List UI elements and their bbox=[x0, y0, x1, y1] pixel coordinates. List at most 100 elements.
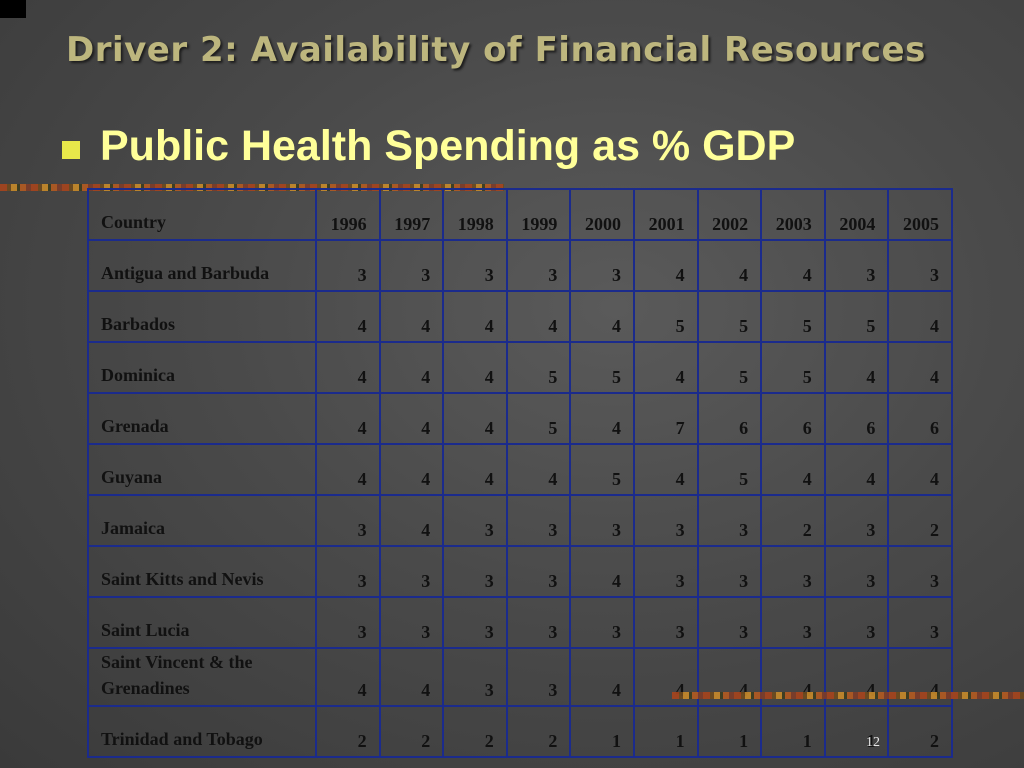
value-cell: 3 bbox=[569, 494, 635, 547]
table-row: Saint Kitts and Nevis 3 3 3 3 4 3 3 3 3 3 bbox=[87, 545, 953, 598]
decorative-band-bottom bbox=[672, 692, 1024, 699]
header-cell: 2005 bbox=[887, 188, 953, 241]
header-cell: 1998 bbox=[442, 188, 508, 241]
value-cell: 1 bbox=[632, 705, 699, 758]
value-cell: 1 bbox=[760, 705, 826, 758]
value-cell: 1 bbox=[823, 705, 890, 758]
value-cell: 3 bbox=[378, 596, 445, 649]
value-cell: 2 bbox=[315, 705, 381, 758]
country-cell: Dominica bbox=[87, 341, 317, 394]
table-row: Saint Lucia 3 3 3 3 3 3 3 3 3 3 bbox=[87, 596, 953, 649]
value-cell: 3 bbox=[823, 596, 890, 649]
header-cell: 1997 bbox=[378, 188, 445, 241]
value-cell: 3 bbox=[887, 545, 953, 598]
value-cell: 4 bbox=[315, 647, 381, 707]
country-cell: Saint Lucia bbox=[87, 596, 317, 649]
value-cell: 6 bbox=[887, 392, 953, 445]
country-cell: Antigua and Barbuda bbox=[87, 239, 317, 292]
country-cell: Saint Vincent & the Grenadines bbox=[87, 647, 317, 707]
bullet-text: Public Health Spending as % GDP bbox=[100, 122, 796, 170]
value-cell: 4 bbox=[315, 290, 381, 343]
value-cell: 3 bbox=[378, 545, 445, 598]
value-cell: 4 bbox=[378, 290, 445, 343]
table-row: Guyana 4 4 4 4 5 4 5 4 4 4 bbox=[87, 443, 953, 496]
header-cell: 2000 bbox=[569, 188, 635, 241]
value-cell: 4 bbox=[378, 443, 445, 496]
value-cell: 5 bbox=[632, 290, 699, 343]
value-cell: 3 bbox=[696, 596, 763, 649]
value-cell: 3 bbox=[760, 545, 826, 598]
value-cell: 5 bbox=[760, 290, 826, 343]
value-cell: 4 bbox=[442, 392, 508, 445]
value-cell: 3 bbox=[569, 239, 635, 292]
value-cell: 6 bbox=[696, 392, 763, 445]
value-cell: 3 bbox=[315, 239, 381, 292]
table-row: Trinidad and Tobago 2 2 2 2 1 1 1 1 1 2 bbox=[87, 705, 953, 758]
value-cell: 3 bbox=[442, 239, 508, 292]
value-cell: 4 bbox=[823, 341, 890, 394]
value-cell: 2 bbox=[887, 494, 953, 547]
header-cell: 2001 bbox=[632, 188, 699, 241]
value-cell: 4 bbox=[378, 647, 445, 707]
value-cell: 4 bbox=[760, 443, 826, 496]
value-cell: 5 bbox=[505, 392, 572, 445]
value-cell: 3 bbox=[823, 239, 890, 292]
value-cell: 4 bbox=[632, 239, 699, 292]
value-cell: 4 bbox=[315, 341, 381, 394]
page-number: 12 bbox=[866, 735, 880, 750]
value-cell: 3 bbox=[632, 545, 699, 598]
value-cell: 4 bbox=[315, 443, 381, 496]
value-cell: 2 bbox=[378, 705, 445, 758]
bullet-point: Public Health Spending as % GDP bbox=[62, 122, 795, 171]
value-cell: 6 bbox=[760, 392, 826, 445]
value-cell: 5 bbox=[696, 290, 763, 343]
value-cell: 3 bbox=[442, 647, 508, 707]
value-cell: 4 bbox=[887, 443, 953, 496]
value-cell: 3 bbox=[315, 494, 381, 547]
value-cell: 2 bbox=[442, 705, 508, 758]
value-cell: 4 bbox=[442, 341, 508, 394]
value-cell: 4 bbox=[632, 341, 699, 394]
value-cell: 7 bbox=[632, 392, 699, 445]
value-cell: 4 bbox=[505, 443, 572, 496]
value-cell: 3 bbox=[760, 596, 826, 649]
value-cell: 4 bbox=[887, 341, 953, 394]
country-cell: Jamaica bbox=[87, 494, 317, 547]
value-cell: 3 bbox=[505, 494, 572, 547]
value-cell: 4 bbox=[696, 239, 763, 292]
table-row: Antigua and Barbuda 3 3 3 3 3 4 4 4 3 3 bbox=[87, 239, 953, 292]
value-cell: 4 bbox=[569, 647, 635, 707]
corner-mark bbox=[0, 0, 26, 18]
header-cell: Country bbox=[87, 188, 317, 241]
table-header-row: Country 1996 1997 1998 1999 2000 2001 20… bbox=[87, 188, 953, 241]
table-row: Barbados 4 4 4 4 4 5 5 5 5 4 bbox=[87, 290, 953, 343]
header-cell: 2003 bbox=[760, 188, 826, 241]
value-cell: 5 bbox=[696, 443, 763, 496]
country-cell: Grenada bbox=[87, 392, 317, 445]
value-cell: 4 bbox=[378, 392, 445, 445]
value-cell: 3 bbox=[442, 596, 508, 649]
value-cell: 5 bbox=[823, 290, 890, 343]
header-cell: 2002 bbox=[696, 188, 763, 241]
value-cell: 3 bbox=[505, 596, 572, 649]
country-cell: Guyana bbox=[87, 443, 317, 496]
header-cell: 1996 bbox=[315, 188, 381, 241]
value-cell: 3 bbox=[378, 239, 445, 292]
value-cell: 3 bbox=[632, 494, 699, 547]
value-cell: 2 bbox=[505, 705, 572, 758]
value-cell: 3 bbox=[505, 239, 572, 292]
value-cell: 5 bbox=[569, 341, 635, 394]
value-cell: 5 bbox=[696, 341, 763, 394]
value-cell: 4 bbox=[887, 290, 953, 343]
value-cell: 4 bbox=[315, 392, 381, 445]
value-cell: 3 bbox=[569, 596, 635, 649]
value-cell: 3 bbox=[442, 545, 508, 598]
value-cell: 3 bbox=[632, 596, 699, 649]
value-cell: 4 bbox=[823, 443, 890, 496]
value-cell: 5 bbox=[569, 443, 635, 496]
value-cell: 2 bbox=[887, 705, 953, 758]
value-cell: 4 bbox=[378, 494, 445, 547]
table-row: Dominica 4 4 4 5 5 4 5 5 4 4 bbox=[87, 341, 953, 394]
value-cell: 3 bbox=[823, 545, 890, 598]
value-cell: 3 bbox=[696, 494, 763, 547]
